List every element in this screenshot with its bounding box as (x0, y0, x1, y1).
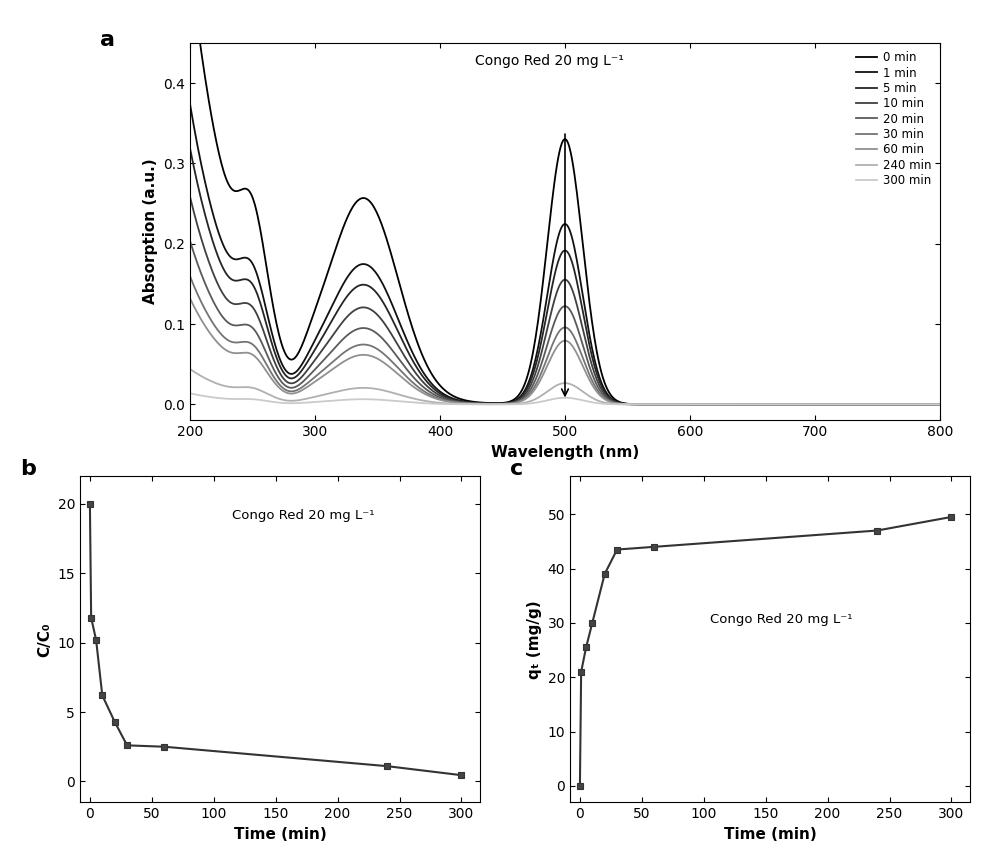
240 min (184, 364, 196, 374)
30 min (749, 399, 761, 409)
300 min (749, 399, 761, 409)
0 min (749, 399, 761, 409)
5 min (184, 143, 196, 154)
Line: 1 min: 1 min (190, 104, 940, 404)
10 min (626, 399, 638, 409)
Line: 300 min: 300 min (190, 393, 940, 404)
30 min (934, 399, 946, 409)
Text: Congo Red 20 mg L⁻¹: Congo Red 20 mg L⁻¹ (710, 613, 852, 626)
240 min (523, 396, 535, 407)
Text: b: b (20, 459, 36, 479)
Text: c: c (510, 459, 523, 479)
Text: a: a (100, 30, 115, 50)
10 min (934, 399, 946, 409)
20 min (626, 399, 638, 409)
1 min (685, 399, 697, 409)
Text: Congo Red 20 mg L⁻¹: Congo Red 20 mg L⁻¹ (475, 54, 624, 69)
20 min (523, 386, 535, 396)
10 min (749, 399, 761, 409)
20 min (685, 399, 697, 409)
240 min (317, 390, 329, 400)
30 min (377, 348, 389, 359)
1 min (377, 279, 389, 289)
300 min (523, 398, 535, 408)
60 min (685, 399, 697, 409)
Y-axis label: qₜ (mg/g): qₜ (mg/g) (527, 600, 542, 679)
1 min (626, 399, 638, 409)
20 min (749, 399, 761, 409)
20 min (377, 334, 389, 344)
0 min (934, 399, 946, 409)
240 min (934, 399, 946, 409)
0 min (626, 399, 638, 409)
0 min (523, 364, 535, 374)
Text: Congo Red 20 mg L⁻¹: Congo Red 20 mg L⁻¹ (232, 509, 374, 522)
30 min (523, 389, 535, 399)
Line: 20 min: 20 min (190, 241, 940, 404)
1 min (317, 320, 329, 330)
10 min (317, 344, 329, 354)
300 min (184, 388, 196, 398)
5 min (377, 297, 389, 307)
20 min (934, 399, 946, 409)
300 min (377, 395, 389, 405)
5 min (934, 399, 946, 409)
60 min (317, 372, 329, 382)
60 min (626, 399, 638, 409)
Line: 5 min: 5 min (190, 148, 940, 404)
0 min (317, 282, 329, 293)
10 min (377, 316, 389, 326)
240 min (685, 399, 697, 409)
240 min (626, 399, 638, 409)
30 min (626, 399, 638, 409)
30 min (317, 366, 329, 376)
1 min (184, 99, 196, 109)
10 min (685, 399, 697, 409)
Legend: 0 min, 1 min, 5 min, 10 min, 20 min, 30 min, 60 min, 240 min, 300 min: 0 min, 1 min, 5 min, 10 min, 20 min, 30 … (854, 49, 934, 190)
5 min (749, 399, 761, 409)
30 min (685, 399, 697, 409)
5 min (317, 331, 329, 341)
60 min (749, 399, 761, 409)
20 min (317, 356, 329, 366)
Line: 240 min: 240 min (190, 369, 940, 404)
240 min (377, 385, 389, 396)
300 min (626, 399, 638, 409)
5 min (523, 379, 535, 390)
0 min (377, 222, 389, 233)
1 min (523, 375, 535, 385)
Line: 60 min: 60 min (190, 299, 940, 404)
5 min (685, 399, 697, 409)
1 min (749, 399, 761, 409)
1 min (934, 399, 946, 409)
30 min (184, 271, 196, 281)
Y-axis label: C/C₀: C/C₀ (37, 622, 52, 656)
300 min (317, 396, 329, 407)
10 min (523, 383, 535, 393)
Line: 10 min: 10 min (190, 196, 940, 404)
300 min (934, 399, 946, 409)
X-axis label: Wavelength (nm): Wavelength (nm) (491, 444, 639, 460)
X-axis label: Time (min): Time (min) (234, 826, 326, 842)
0 min (685, 399, 697, 409)
60 min (377, 357, 389, 367)
5 min (626, 399, 638, 409)
300 min (685, 399, 697, 409)
60 min (184, 293, 196, 304)
240 min (749, 399, 761, 409)
X-axis label: Time (min): Time (min) (724, 826, 816, 842)
Line: 30 min: 30 min (190, 276, 940, 404)
20 min (184, 236, 196, 246)
60 min (523, 390, 535, 401)
10 min (184, 191, 196, 202)
Line: 0 min: 0 min (190, 0, 940, 404)
60 min (934, 399, 946, 409)
Y-axis label: Absorption (a.u.): Absorption (a.u.) (143, 159, 158, 305)
